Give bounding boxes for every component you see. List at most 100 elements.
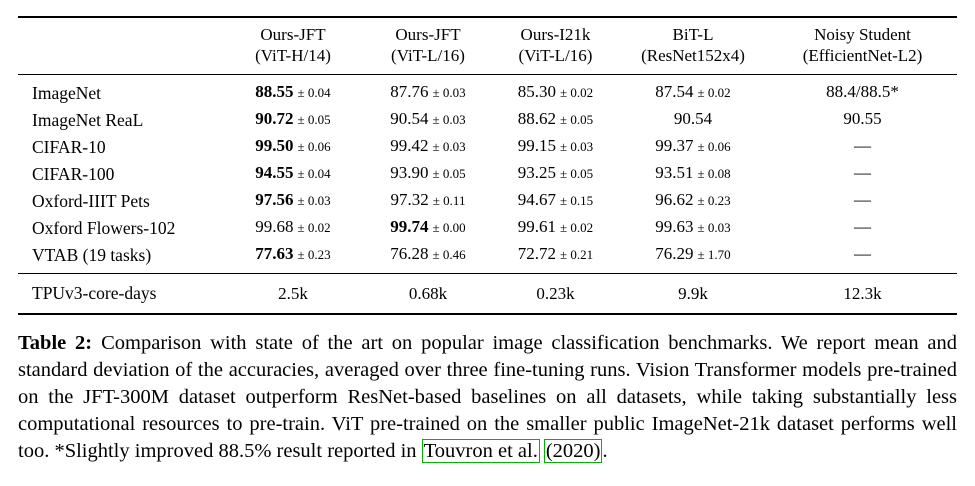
metric-value: 87.76 (390, 82, 429, 102)
caption-text: Comparison with state of the art on popu… (18, 332, 957, 463)
metric-std: ± 0.46 (432, 247, 466, 263)
citation-link-author[interactable]: Touvron et al. (421, 439, 540, 464)
metric-std: ± 0.11 (432, 193, 466, 209)
metric-cell: — (768, 241, 957, 274)
metric-value: 2.5k (278, 283, 308, 303)
metric-std: ± 0.06 (697, 139, 731, 155)
metric-value: 90.54 (390, 109, 429, 129)
metric-cell: 0.68k (363, 273, 493, 315)
metric-value: 12.3k (843, 283, 882, 303)
metric-cell: 94.67 ± 0.15 (493, 187, 618, 214)
table-row: ImageNet 88.55 ± 0.04 87.76 ± 0.03 85.30 ± … (18, 75, 957, 107)
metric-cell: — (768, 187, 957, 214)
dataset-label: ImageNet ReaL (32, 109, 144, 130)
metric-std: ± 0.03 (432, 112, 466, 128)
metric-cell: 76.28 ± 0.46 (363, 241, 493, 274)
metric-cell: 88.55 ± 0.04 (223, 75, 363, 107)
model-name: Noisy Student (814, 25, 911, 44)
metric-cell: 90.54 (618, 106, 768, 133)
metric-cell: 99.63 ± 0.03 (618, 214, 768, 241)
metric-cell: 0.23k (493, 273, 618, 315)
metric-std: ± 0.03 (560, 139, 594, 155)
metric-value: 0.23k (536, 283, 575, 303)
column-header: Ours-I21k (ViT-L/16) (493, 17, 618, 76)
metric-value: 88.62 (517, 109, 557, 129)
caption-label: Table 2: (18, 332, 93, 355)
metric-std: ± 0.08 (697, 166, 731, 182)
metric-std: ± 0.15 (560, 193, 594, 209)
metric-cell: 99.37 ± 0.06 (618, 133, 768, 160)
model-name: BiT-L (672, 25, 714, 44)
metric-std: ± 0.05 (560, 166, 594, 182)
metric-cell: 12.3k (768, 273, 957, 315)
metric-cell: 93.25 ± 0.05 (493, 160, 618, 187)
header-row: Ours-JFT (ViT-H/14) Ours-JFT (ViT-L/16) Ou… (18, 17, 957, 76)
metric-value: 9.9k (678, 283, 708, 303)
metric-value: — (854, 244, 871, 264)
metric-value: 88.4/88.5* (826, 82, 899, 102)
metric-cell: 76.29 ± 1.70 (618, 241, 768, 274)
model-backbone: (ViT-H/14) (255, 45, 331, 65)
metric-value: 94.55 (255, 163, 294, 183)
dataset-label: ImageNet (32, 82, 101, 103)
metric-value: 99.37 (655, 136, 694, 156)
metric-std: ± 0.23 (697, 193, 731, 209)
metric-std: ± 1.70 (697, 247, 731, 263)
metric-cell: 87.76 ± 0.03 (363, 75, 493, 107)
metric-std: ± 0.06 (297, 139, 331, 155)
benchmark-table: Ours-JFT (ViT-H/14) Ours-JFT (ViT-L/16) Ou… (18, 16, 957, 316)
corner-cell (18, 17, 223, 76)
table-header: Ours-JFT (ViT-H/14) Ours-JFT (ViT-L/16) Ou… (18, 17, 957, 76)
table-row: ImageNet ReaL 90.72 ± 0.05 90.54 ± 0.03 88… (18, 106, 957, 133)
metric-value: 90.55 (843, 109, 882, 129)
metric-cell: 9.9k (618, 273, 768, 315)
metric-value: 88.55 (255, 82, 294, 102)
metric-cell: 99.61 ± 0.02 (493, 214, 618, 241)
metric-std: ± 0.21 (560, 247, 594, 263)
table-row: Oxford Flowers-102 99.68 ± 0.02 99.74 ± 0.… (18, 214, 957, 241)
metric-cell: 88.62 ± 0.05 (493, 106, 618, 133)
table-row: VTAB (19 tasks) 77.63 ± 0.23 76.28 ± 0.46 … (18, 241, 957, 274)
metric-value: 99.15 (517, 136, 557, 156)
metric-std: ± 0.03 (432, 85, 466, 101)
metric-cell: 88.4/88.5* (768, 75, 957, 107)
table-body: ImageNet 88.55 ± 0.04 87.76 ± 0.03 85.30 ± … (18, 75, 957, 274)
dataset-label: CIFAR-100 (32, 163, 115, 184)
metric-std: ± 0.04 (297, 166, 331, 182)
metric-value: 90.72 (255, 109, 294, 129)
metric-std: ± 0.23 (297, 247, 331, 263)
metric-value: 93.90 (390, 163, 429, 183)
metric-value: 76.29 (655, 244, 694, 264)
metric-cell: 94.55 ± 0.04 (223, 160, 363, 187)
metric-std: ± 0.00 (432, 220, 466, 236)
metric-cell: — (768, 133, 957, 160)
citation-link-year[interactable]: (2020) (543, 439, 603, 464)
metric-value: 72.72 (517, 244, 557, 264)
metric-cell: 90.54 ± 0.03 (363, 106, 493, 133)
metric-std: ± 0.02 (297, 220, 331, 236)
metric-value: 97.32 (390, 190, 429, 210)
metric-cell: 2.5k (223, 273, 363, 315)
metric-value: 85.30 (517, 82, 557, 102)
metric-std: ± 0.05 (432, 166, 466, 182)
metric-value: 94.67 (517, 190, 557, 210)
metric-value: 99.63 (655, 217, 694, 237)
table-caption: Table 2: Comparison with state of the art… (18, 330, 957, 465)
metric-cell: 97.32 ± 0.11 (363, 187, 493, 214)
metric-value: 99.74 (390, 217, 429, 237)
metric-value: 77.63 (255, 244, 294, 264)
metric-value: 0.68k (408, 283, 448, 303)
metric-std: ± 0.03 (297, 193, 331, 209)
metric-value: 97.56 (255, 190, 294, 210)
metric-value: — (854, 163, 871, 183)
column-header: Ours-JFT (ViT-H/14) (223, 17, 363, 76)
metric-value: 99.68 (255, 217, 294, 237)
metric-std: ± 0.05 (560, 112, 594, 128)
model-backbone: (ResNet152x4) (641, 45, 745, 65)
column-header: Noisy Student (EfficientNet-L2) (768, 17, 957, 76)
metric-cell: 99.50 ± 0.06 (223, 133, 363, 160)
metric-cell: 99.68 ± 0.02 (223, 214, 363, 241)
metric-cell: — (768, 214, 957, 241)
metric-cell: 93.51 ± 0.08 (618, 160, 768, 187)
table-row: CIFAR-100 94.55 ± 0.04 93.90 ± 0.05 93.25 ±… (18, 160, 957, 187)
